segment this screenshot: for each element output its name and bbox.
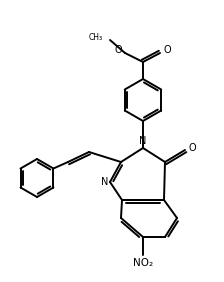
- Text: O: O: [114, 45, 122, 55]
- Text: NO₂: NO₂: [133, 258, 153, 268]
- Text: N: N: [139, 136, 147, 146]
- Text: O: O: [188, 143, 196, 153]
- Text: O: O: [163, 45, 171, 55]
- Text: CH₃: CH₃: [89, 32, 103, 41]
- Text: N: N: [101, 177, 108, 187]
